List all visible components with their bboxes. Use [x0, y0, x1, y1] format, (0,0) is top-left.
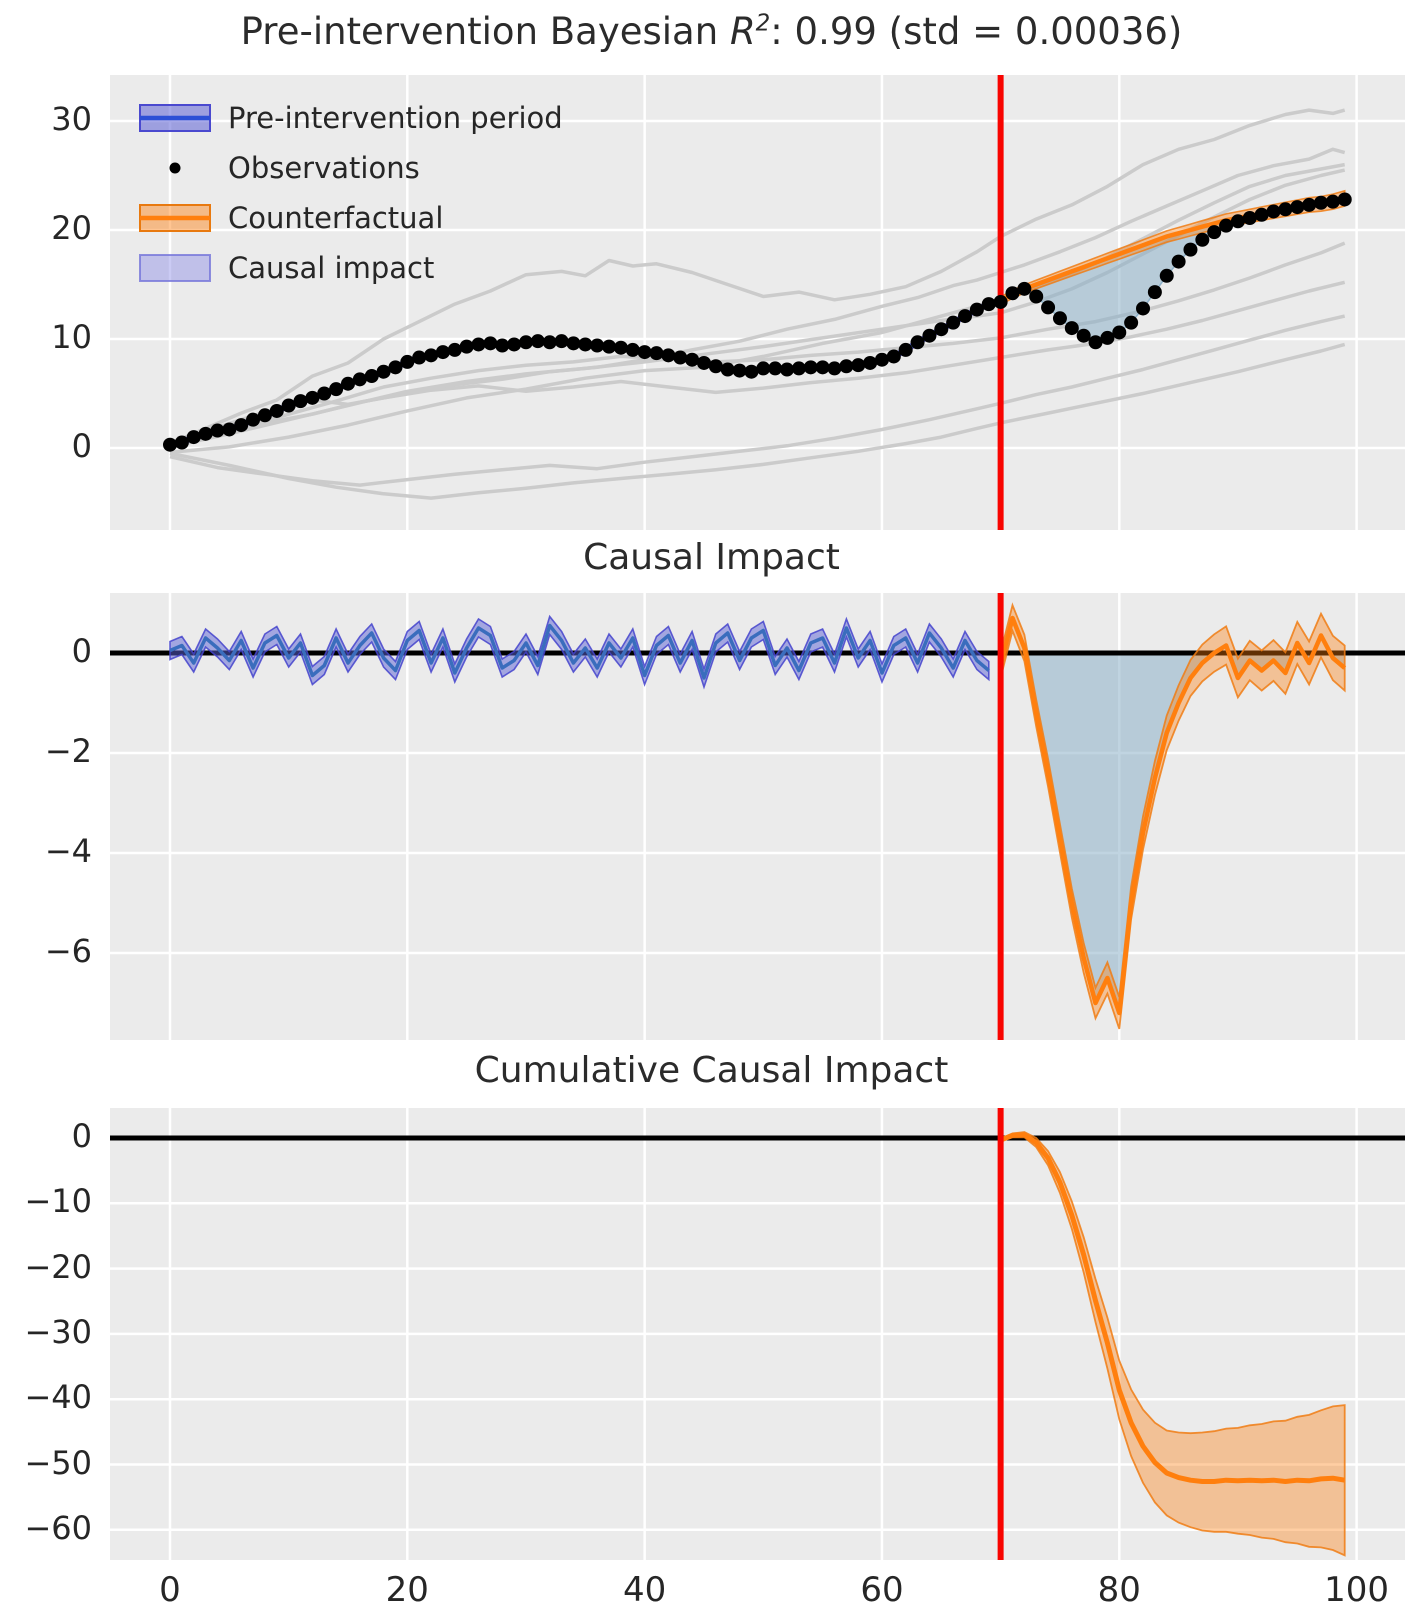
legend-swatch-dot — [169, 162, 181, 174]
p3-ytick-label: −60 — [24, 1508, 92, 1547]
r-squared-symbol: R2 — [729, 10, 771, 53]
observations-dots — [163, 192, 1352, 452]
panel1-title: Pre-intervention Bayesian R2: 0.99 (std … — [0, 10, 1423, 53]
p2-ytick-label: −4 — [44, 832, 92, 870]
p3-ytick-label: −30 — [24, 1312, 92, 1351]
x-tick-label: 20 — [385, 1570, 429, 1610]
x-tick-label: 100 — [1324, 1570, 1390, 1610]
p2-ytick-label: 0 — [71, 632, 92, 670]
control-line — [169, 108, 1346, 446]
p3-ytick-label: −20 — [24, 1247, 92, 1286]
panel2-title: Causal Impact — [583, 537, 840, 578]
causal-impact-panel — [110, 593, 1405, 1040]
p3-ytick-label: −10 — [24, 1182, 92, 1221]
legend-label: Observations — [228, 151, 420, 185]
x-tick-label: 60 — [860, 1570, 904, 1610]
cumulative-band — [999, 1131, 1346, 1557]
pre-intervention-panel: Pre-intervention period Observations Count… — [110, 75, 1405, 530]
p2-ytick-label: −6 — [44, 932, 92, 970]
p3-ytick-label: −50 — [24, 1443, 92, 1482]
plot-grid — [110, 1108, 1405, 1560]
p1-ytick-label: 30 — [51, 100, 92, 138]
x-tick-label: 40 — [622, 1570, 667, 1610]
control-line — [169, 314, 1346, 487]
legend: Pre-intervention period Observations Count… — [139, 101, 563, 285]
causal-impact-area — [1000, 653, 1345, 1013]
x-tick-label: 0 — [159, 1570, 181, 1610]
control-line — [169, 168, 1346, 449]
legend-label: Counterfactual — [228, 201, 443, 235]
legend-label: Causal impact — [228, 251, 434, 285]
control-line — [169, 241, 1346, 447]
cumulative-panel — [110, 1108, 1405, 1560]
x-tick-label: 80 — [1097, 1570, 1141, 1610]
panel1-title-suffix: : 0.99 (std = 0.00036) — [770, 10, 1183, 53]
p3-ytick-label: −40 — [24, 1378, 92, 1417]
impact-pre-band — [169, 614, 990, 690]
panel3-title: Cumulative Causal Impact — [474, 1050, 949, 1091]
cumulative-line — [999, 1132, 1346, 1484]
impact-pre-line — [169, 623, 990, 680]
panel1-title-prefix: Pre-intervention Bayesian — [240, 10, 730, 53]
p3-ytick-label: 0 — [71, 1117, 92, 1155]
p1-ytick-label: 20 — [51, 209, 92, 247]
control-line — [169, 342, 1346, 500]
plot-grid — [110, 75, 1405, 530]
p1-ytick-label: 10 — [51, 318, 92, 356]
legend-label: Pre-intervention period — [228, 101, 563, 135]
legend-swatch-causal-impact — [139, 254, 211, 282]
impact-post-line — [998, 615, 1347, 1016]
p2-ytick-label: −2 — [44, 732, 92, 770]
p1-ytick-label: 0 — [71, 427, 92, 465]
control-lines — [169, 108, 1346, 500]
